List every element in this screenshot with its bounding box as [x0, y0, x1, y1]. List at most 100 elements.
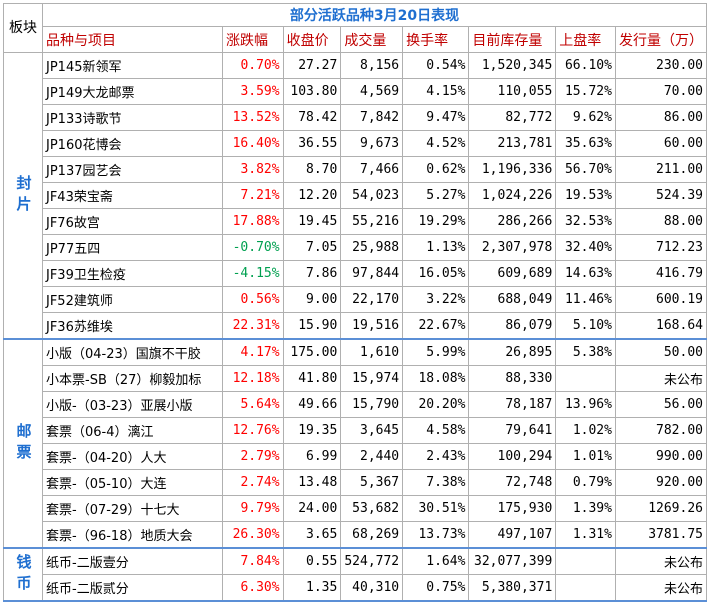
close-price-cell: 8.70	[282, 156, 342, 183]
listing-rate-cell: 1.02%	[555, 417, 616, 444]
change-cell: 26.30%	[221, 521, 284, 549]
change-cell: 22.31%	[221, 312, 284, 340]
header-turnover: 换手率	[402, 26, 470, 53]
header-change: 涨跌幅	[221, 26, 284, 53]
volume-cell: 5,367	[340, 469, 404, 496]
name-cell: JF43荣宝斋	[42, 182, 223, 209]
issue-cell: 1269.26	[614, 495, 707, 522]
name-cell: JP149大龙邮票	[42, 78, 223, 105]
listing-rate-cell: 5.10%	[555, 312, 616, 340]
listing-rate-cell: 56.70%	[555, 156, 616, 183]
issue-cell: 230.00	[614, 52, 707, 79]
turnover-cell: 0.62%	[402, 156, 470, 183]
close-price-cell: 9.00	[282, 286, 342, 313]
listing-rate-cell: 5.38%	[555, 338, 616, 366]
name-cell: JP160花博会	[42, 130, 223, 157]
turnover-cell: 5.27%	[402, 182, 470, 209]
issue-cell: 3781.75	[614, 521, 707, 549]
table-row: JP77五四 -0.70% 7.05 25,988 1.13% 2,307,978 32.4…	[4, 234, 707, 261]
listing-rate-cell	[555, 574, 616, 602]
volume-cell: 15,974	[340, 365, 404, 392]
stock-cell: 32,077,399	[468, 547, 557, 575]
listing-rate-cell: 35.63%	[555, 130, 616, 157]
name-cell: JF76故宫	[42, 208, 223, 235]
table-row: 钱币 纸币-二版壹分 7.84% 0.55 524,772 1.64% 32,077,399…	[3, 547, 707, 602]
stock-cell: 1,520,345	[468, 52, 557, 79]
close-price-cell: 7.05	[282, 234, 342, 261]
close-price-cell: 19.45	[282, 208, 342, 235]
listing-rate-cell: 1.39%	[555, 495, 616, 522]
turnover-cell: 1.13%	[402, 234, 470, 261]
turnover-cell: 5.99%	[402, 338, 470, 366]
volume-cell: 9,673	[340, 130, 404, 157]
table-row: JF36苏维埃 22.31% 15.90 19,516 22.67% 86,079 5.10…	[4, 312, 707, 340]
sector-column-header: 板块	[3, 3, 43, 53]
table-row: 邮票 小版（04-23）国旗不干胶 4.17% 175.00 1,610 5.99% 26,…	[3, 338, 707, 549]
issue-cell: 未公布	[614, 547, 707, 575]
header-stock: 目前库存量	[468, 26, 557, 53]
name-cell: 纸币-二版贰分	[42, 574, 223, 602]
listing-rate-cell: 14.63%	[555, 260, 616, 287]
turnover-cell: 19.29%	[402, 208, 470, 235]
change-cell: 2.74%	[221, 469, 284, 496]
stock-cell: 78,187	[468, 391, 557, 418]
issue-cell: 211.00	[614, 156, 707, 183]
turnover-cell: 0.75%	[402, 574, 470, 602]
volume-cell: 1,610	[340, 338, 404, 366]
stock-cell: 88,330	[468, 365, 557, 392]
table-row: JF39卫生检疫 -4.15% 7.86 97,844 16.05% 609,689 14.…	[4, 260, 707, 287]
name-cell: JP145新领军	[42, 52, 223, 79]
stock-cell: 110,055	[468, 78, 557, 105]
change-cell: 6.30%	[221, 574, 284, 602]
name-cell: JF36苏维埃	[42, 312, 223, 340]
stock-cell: 79,641	[468, 417, 557, 444]
column-header-row: 品种与项目 涨跌幅 收盘价 成交量 换手率 目前库存量 上盘率 发行量（万）	[4, 26, 707, 53]
change-cell: 7.84%	[221, 547, 284, 575]
change-cell: 3.82%	[221, 156, 284, 183]
table-row: 纸币-二版贰分 6.30% 1.35 40,310 0.75% 5,380,371 未公布	[4, 574, 707, 602]
table-row: JP149大龙邮票 3.59% 103.80 4,569 4.15% 110,055 15.…	[4, 78, 707, 105]
change-cell: 0.70%	[221, 52, 284, 79]
issue-cell: 50.00	[614, 338, 707, 366]
volume-cell: 7,842	[340, 104, 404, 131]
turnover-cell: 4.58%	[402, 417, 470, 444]
volume-cell: 40,310	[340, 574, 404, 602]
stock-cell: 100,294	[468, 443, 557, 470]
listing-rate-cell: 13.96%	[555, 391, 616, 418]
listing-rate-cell: 9.62%	[555, 104, 616, 131]
issue-cell: 未公布	[614, 365, 707, 392]
issue-cell: 88.00	[614, 208, 707, 235]
close-price-cell: 27.27	[282, 52, 342, 79]
issue-cell: 168.64	[614, 312, 707, 340]
name-cell: 纸币-二版壹分	[42, 547, 223, 575]
turnover-cell: 4.52%	[402, 130, 470, 157]
name-cell: 套票-（05-10）大连	[42, 469, 223, 496]
stock-cell: 26,895	[468, 338, 557, 366]
turnover-cell: 22.67%	[402, 312, 470, 340]
table-row: 套票-（96-18）地质大会 26.30% 3.65 68,269 13.73% 497,…	[4, 521, 707, 549]
change-cell: 12.76%	[221, 417, 284, 444]
stock-cell: 175,930	[468, 495, 557, 522]
listing-rate-cell: 11.46%	[555, 286, 616, 313]
stock-cell: 688,049	[468, 286, 557, 313]
close-price-cell: 49.66	[282, 391, 342, 418]
sector-label: 钱币	[3, 547, 43, 602]
turnover-cell: 13.73%	[402, 521, 470, 549]
turnover-cell: 2.43%	[402, 443, 470, 470]
stock-cell: 497,107	[468, 521, 557, 549]
volume-cell: 53,682	[340, 495, 404, 522]
issue-cell: 600.19	[614, 286, 707, 313]
issue-cell: 712.23	[614, 234, 707, 261]
name-cell: JP133诗歌节	[42, 104, 223, 131]
issue-cell: 782.00	[614, 417, 707, 444]
listing-rate-cell	[555, 365, 616, 392]
stock-cell: 609,689	[468, 260, 557, 287]
change-cell: 7.21%	[221, 182, 284, 209]
market-table-container: 板块 部分活跃品种3月20日表现 品种与项目 涨跌幅 收盘价 成交量 换手率 目…	[3, 3, 707, 602]
change-cell: 0.56%	[221, 286, 284, 313]
volume-cell: 8,156	[340, 52, 404, 79]
change-cell: 17.88%	[221, 208, 284, 235]
name-cell: 小版（04-23）国旗不干胶	[42, 338, 223, 366]
change-cell: 2.79%	[221, 443, 284, 470]
name-cell: 套票-（04-20）人大	[42, 443, 223, 470]
